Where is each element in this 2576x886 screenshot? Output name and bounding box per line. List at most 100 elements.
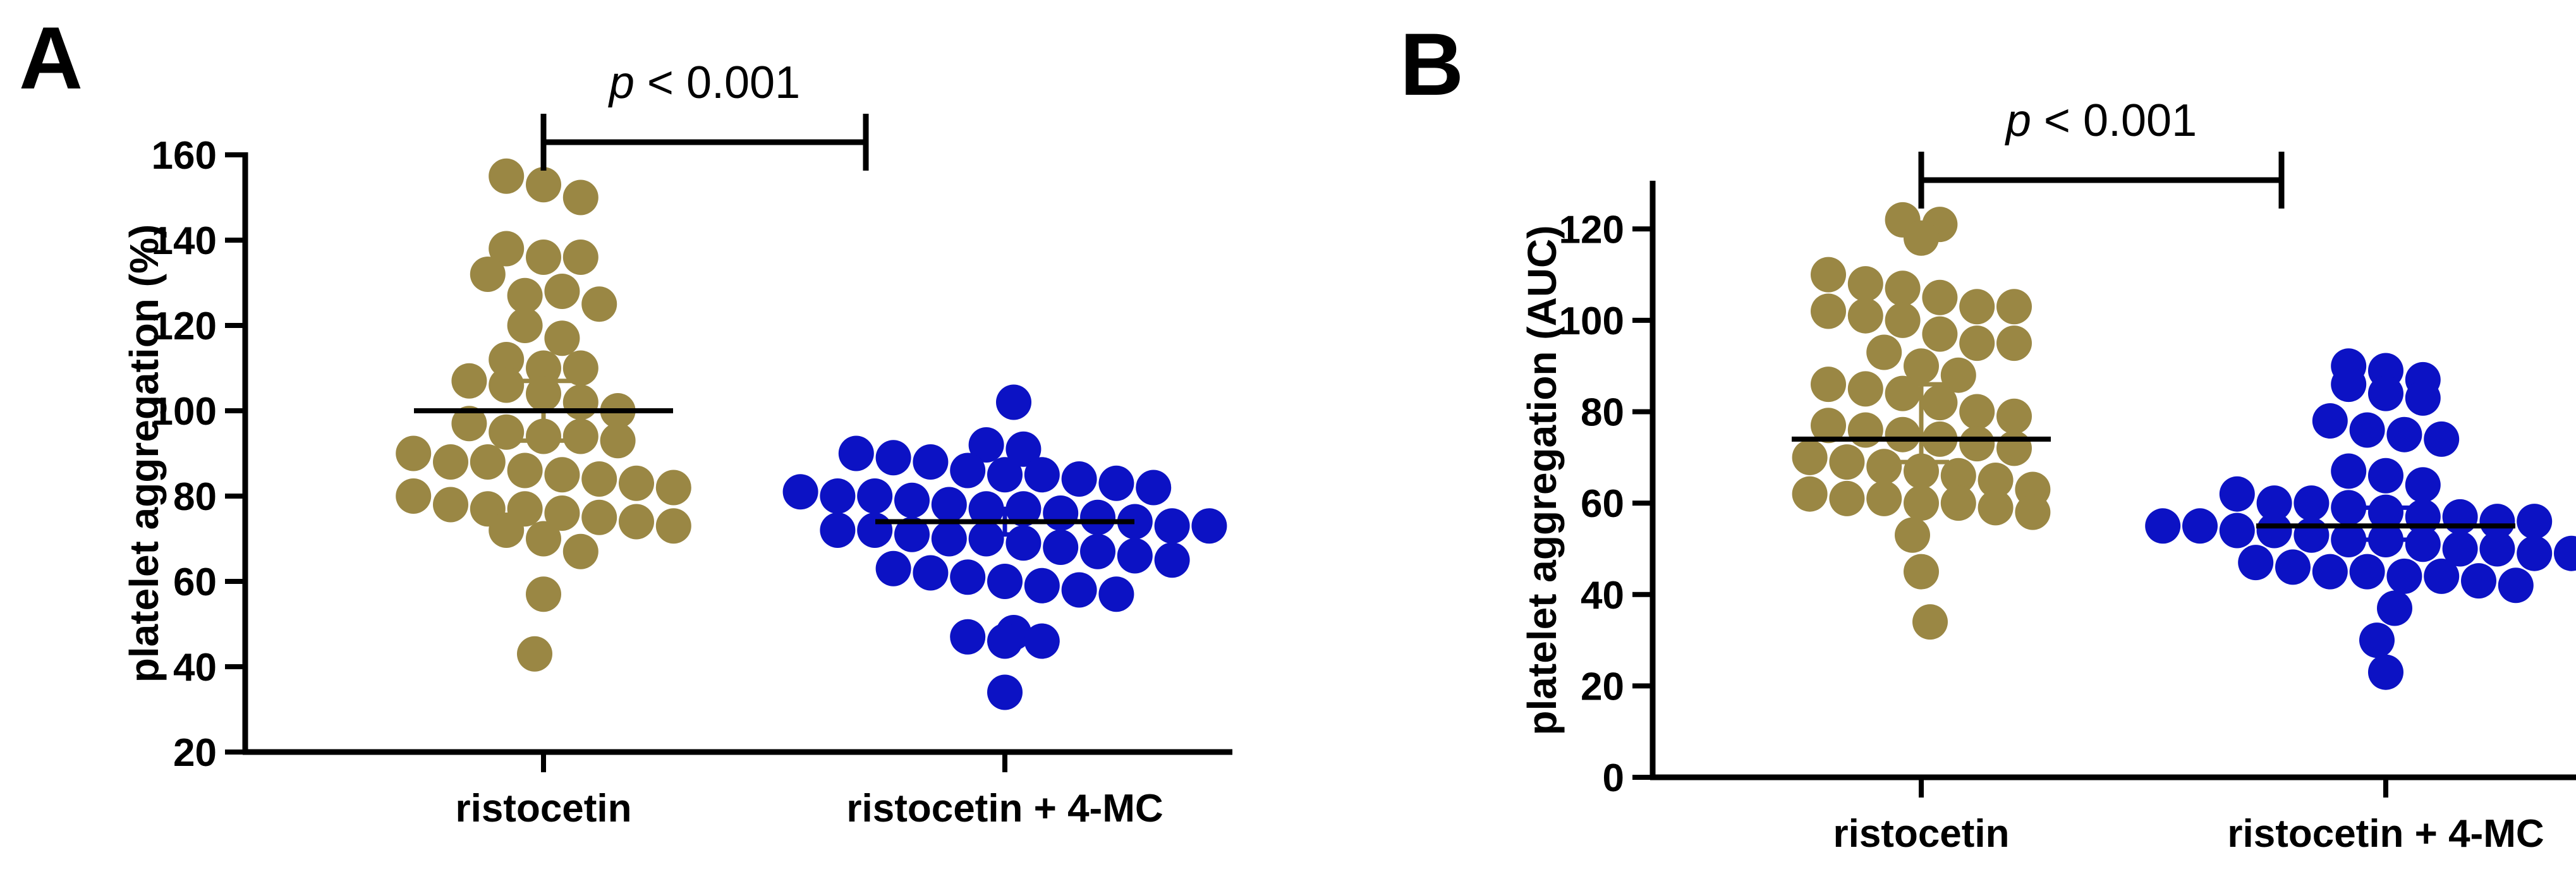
data-point (1117, 538, 1153, 574)
data-point (562, 350, 598, 386)
data-point (987, 674, 1023, 710)
data-point (1895, 517, 1930, 553)
x-tick-label: ristocetin (455, 787, 631, 830)
y-tick-label: 60 (173, 561, 217, 604)
data-point (1061, 572, 1097, 608)
data-point (544, 320, 580, 356)
data-point (968, 427, 1004, 463)
data-point (2517, 535, 2553, 571)
y-tick-label: 80 (173, 475, 217, 519)
data-point (1811, 408, 1846, 444)
y-tick-label: 120 (1559, 208, 1624, 252)
data-point (1847, 266, 1883, 302)
data-point (1904, 348, 1939, 384)
y-tick-label: 20 (1581, 665, 1624, 708)
y-axis-title: platelet aggregation (%) (121, 224, 167, 683)
data-point (2256, 485, 2292, 521)
data-point (2015, 494, 2051, 530)
data-point (2368, 654, 2403, 690)
x-tick-label: ristocetin (1833, 812, 2009, 856)
data-point (1005, 525, 1042, 561)
data-point (2517, 504, 2553, 540)
data-point (2377, 590, 2412, 626)
data-point (2256, 513, 2292, 549)
data-point (1136, 470, 1172, 506)
data-point (1866, 334, 1902, 370)
data-point (1978, 490, 2014, 526)
data-point (396, 435, 432, 471)
data-point (987, 457, 1023, 493)
y-tick-label: 60 (1581, 482, 1624, 526)
data-point (2405, 467, 2441, 503)
data-point (857, 478, 893, 514)
data-point (1885, 270, 1921, 306)
data-point (2461, 563, 2496, 599)
data-point (507, 452, 543, 489)
data-point (987, 564, 1023, 599)
data-point (1996, 430, 2032, 466)
data-point (2293, 485, 2330, 521)
data-point (2405, 526, 2441, 562)
data-point (2312, 403, 2348, 439)
data-point (1959, 325, 1995, 361)
data-point (489, 513, 525, 548)
data-point (396, 478, 432, 514)
p-value-annotation: p < 0.001 (2005, 95, 2197, 146)
data-point (1043, 495, 1079, 531)
data-point (1940, 357, 1976, 393)
data-point (1080, 533, 1115, 569)
data-point (581, 286, 617, 322)
x-tick-label: ristocetin + 4-MC (846, 787, 1163, 830)
data-point (526, 167, 561, 203)
data-point (489, 414, 525, 450)
data-point (433, 444, 468, 480)
data-point (581, 461, 617, 497)
data-point (2331, 490, 2367, 526)
y-axis-title: platelet aggregation (AUC) (1519, 225, 1565, 735)
data-point (1885, 302, 1921, 338)
data-point (1080, 499, 1115, 535)
data-point (2479, 531, 2515, 567)
data-point (1024, 567, 1060, 604)
data-point (1940, 458, 1976, 494)
data-point (857, 513, 893, 548)
data-point (655, 508, 691, 544)
data-point (931, 487, 967, 523)
data-point (1829, 480, 1865, 516)
y-tick-label: 80 (1581, 391, 1624, 435)
x-tick-label: ristocetin + 4-MC (2227, 812, 2544, 856)
y-tick-label: 140 (152, 219, 217, 263)
data-point (526, 240, 561, 275)
data-point (562, 418, 598, 454)
data-point (1959, 289, 1995, 325)
data-point (2331, 367, 2367, 403)
data-point (820, 478, 856, 514)
y-tick-label: 0 (1603, 756, 1624, 800)
data-point (2386, 416, 2422, 452)
data-point (562, 533, 598, 569)
p-value-text: < 0.001 (2031, 95, 2197, 146)
data-point (2424, 421, 2460, 457)
data-point (489, 342, 525, 377)
data-point (1904, 554, 1939, 590)
data-point (655, 470, 691, 506)
data-point (2145, 508, 2181, 544)
data-point (1922, 279, 1958, 315)
data-point (489, 231, 525, 267)
data-point (526, 576, 561, 612)
data-point (1866, 449, 1902, 485)
data-point (2479, 504, 2515, 540)
p-symbol: p (2005, 95, 2031, 146)
y-tick-label: 100 (1559, 300, 1624, 343)
data-point (489, 158, 525, 194)
y-tick-label: 40 (173, 646, 217, 689)
data-point (1792, 439, 1828, 475)
data-point (2219, 476, 2255, 512)
data-point (2368, 375, 2403, 411)
data-point (517, 636, 552, 672)
data-point (1912, 604, 1948, 640)
data-point (470, 444, 506, 480)
data-point (526, 350, 561, 386)
data-point (489, 367, 525, 403)
data-point (451, 406, 487, 442)
